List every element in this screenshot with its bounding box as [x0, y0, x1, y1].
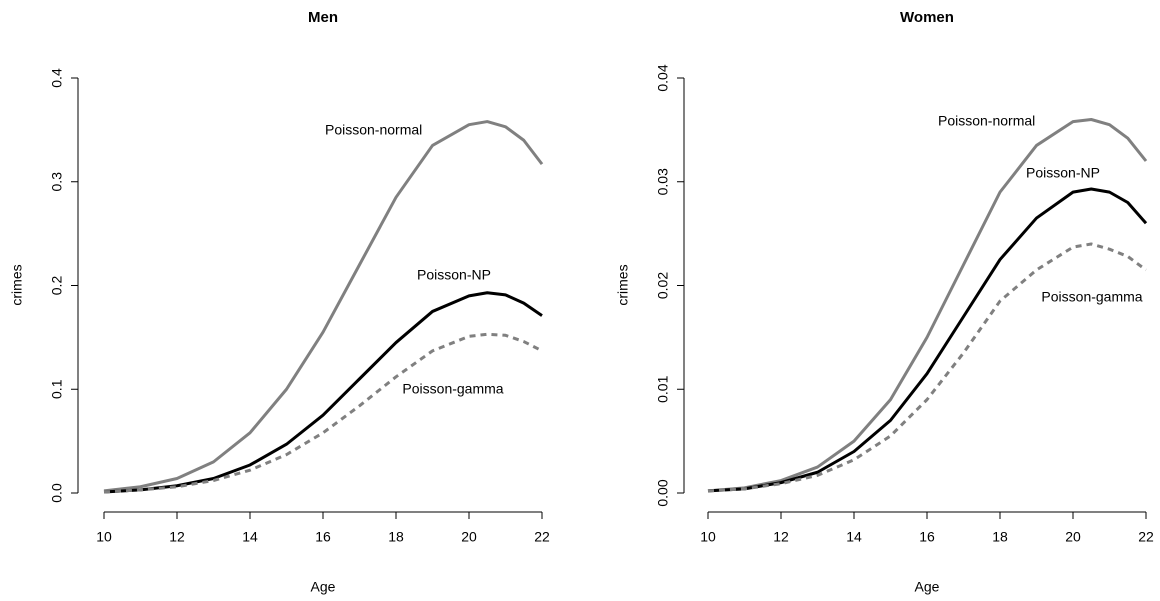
chart-title: Women [900, 9, 954, 26]
y-axis-label: crimes [9, 264, 25, 305]
x-tick-label: 18 [992, 529, 1008, 545]
x-tick-label: 10 [700, 529, 716, 545]
series-line [103, 120, 544, 493]
series-line [103, 332, 543, 494]
series-label: Poisson-NP [417, 267, 491, 283]
y-tick-label: 0.04 [655, 64, 671, 91]
series-label: Poisson-NP [1026, 165, 1100, 181]
series-line [707, 187, 1148, 493]
x-axis-label: Age [311, 579, 336, 595]
x-tick-label: 16 [919, 529, 935, 545]
x-tick-label: 22 [1138, 529, 1154, 545]
x-tick-label: 16 [315, 529, 331, 545]
series-label: Poisson-gamma [402, 381, 503, 397]
x-tick-label: 14 [242, 529, 258, 545]
x-tick-label: 20 [461, 529, 477, 545]
x-tick-label: 14 [846, 529, 862, 545]
series-label: Poisson-normal [325, 122, 422, 138]
x-tick-label: 10 [96, 529, 112, 545]
series-line [103, 291, 543, 494]
x-tick-label: 18 [388, 529, 404, 545]
y-tick-label: 0.3 [49, 172, 65, 192]
y-tick-label: 0.0 [49, 483, 65, 503]
y-tick-label: 0.02 [655, 272, 671, 299]
y-tick-label: 0.4 [49, 68, 65, 88]
x-tick-label: 20 [1065, 529, 1081, 545]
series-line [707, 242, 1147, 493]
x-tick-label: 22 [534, 529, 550, 545]
y-axis-label: crimes [615, 264, 631, 305]
x-axis-label: Age [915, 579, 940, 595]
x-tick-label: 12 [169, 529, 185, 545]
y-tick-label: 0.00 [655, 479, 671, 506]
y-tick-label: 0.1 [49, 379, 65, 399]
y-tick-label: 0.03 [655, 168, 671, 195]
chart-title: Men [308, 9, 338, 26]
y-tick-label: 0.2 [49, 276, 65, 296]
y-tick-label: 0.01 [655, 375, 671, 402]
series-label: Poisson-normal [938, 113, 1035, 129]
x-tick-label: 12 [773, 529, 789, 545]
series-label: Poisson-gamma [1041, 289, 1142, 305]
series-line [707, 118, 1148, 493]
